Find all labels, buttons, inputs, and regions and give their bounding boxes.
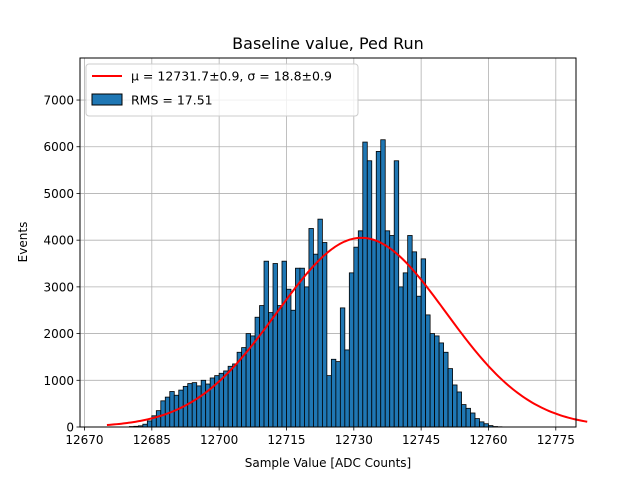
histogram-bar (339, 307, 346, 428)
histogram-bar (443, 351, 449, 428)
y-tick-label: 5000 (43, 187, 74, 201)
histogram-bar (411, 251, 418, 428)
histogram-bar (313, 253, 319, 428)
histogram-bar (263, 260, 269, 428)
y-tick-label: 6000 (43, 140, 74, 154)
histogram-bar (398, 286, 404, 428)
histogram-bar (429, 333, 436, 428)
histogram-bar (465, 407, 471, 428)
histogram-bar (479, 421, 485, 428)
legend-hist-label: RMS = 17.51 (131, 93, 213, 108)
histogram-bar (169, 391, 175, 428)
histogram-bar (366, 160, 373, 428)
histogram-bar (335, 361, 341, 428)
legend: μ = 12731.7±0.9, σ = 18.8±0.9 RMS = 17.5… (85, 63, 359, 117)
histogram-bar (272, 263, 278, 428)
histogram-bar (470, 412, 476, 428)
histogram-bar (348, 272, 355, 428)
histogram-bar (326, 375, 332, 428)
chart-title: Baseline value, Ped Run (232, 34, 424, 53)
histogram-bar (416, 295, 422, 428)
histogram-bar (254, 316, 260, 428)
y-axis-label: Events (16, 222, 30, 263)
y-tick-label: 0 (66, 421, 74, 435)
histogram-bar (461, 404, 467, 428)
histogram-bar (474, 418, 480, 428)
histogram-bar (380, 139, 386, 428)
histogram-bar (223, 370, 229, 428)
histogram-bar (146, 420, 153, 428)
histogram-bar (456, 391, 462, 428)
histogram-bar (434, 335, 440, 428)
histogram-bar (438, 342, 444, 428)
x-tick-label: 12775 (537, 433, 575, 447)
histogram-bar (227, 365, 234, 428)
x-tick-label: 12745 (402, 433, 440, 447)
histogram-bar (393, 160, 400, 428)
histogram-bar (447, 368, 453, 428)
x-tick-label: 12685 (133, 433, 171, 447)
x-tick-label: 12730 (335, 433, 373, 447)
histogram-bar (452, 384, 458, 428)
legend-fit-label: μ = 12731.7±0.9, σ = 18.8±0.9 (131, 69, 332, 84)
y-tick-label: 2000 (43, 327, 74, 341)
x-tick-label: 12700 (200, 433, 238, 447)
histogram-bar (232, 363, 238, 428)
histogram-bar (330, 358, 337, 428)
histogram-bar (299, 267, 305, 428)
histogram-bar (277, 305, 283, 428)
histogram-bar (344, 349, 350, 428)
histogram-bar (389, 235, 395, 428)
histogram-bar (187, 383, 193, 428)
histogram-bar (425, 314, 431, 428)
histogram-bar (250, 335, 256, 428)
plot-frame (79, 57, 577, 428)
histogram-bar (290, 309, 296, 428)
x-axis-label: Sample Value [ADC Counts] (245, 456, 411, 470)
x-tick-label: 12670 (65, 433, 103, 447)
histogram-bar (317, 218, 323, 428)
histogram-bar (155, 410, 162, 428)
histogram-bar (321, 242, 328, 428)
x-tick-label: 12760 (469, 433, 507, 447)
histogram-bar (295, 267, 301, 428)
y-tick-label: 3000 (43, 280, 74, 294)
histogram-bar (375, 151, 382, 428)
histogram-bar (304, 286, 310, 428)
histogram-bar (402, 272, 409, 428)
histogram-bar (353, 246, 359, 428)
histogram-bars (128, 139, 503, 428)
histogram-bar (357, 230, 364, 428)
histogram-bar (286, 288, 292, 428)
legend-box (85, 63, 359, 117)
histogram-bar (200, 379, 207, 428)
histogram-bar (371, 239, 377, 428)
y-axis: 0 1000 2000 3000 4000 5000 6000 7000 (43, 94, 80, 435)
histogram-bar (241, 347, 247, 428)
histogram-bar (281, 260, 287, 428)
histogram-bar (384, 230, 391, 428)
histogram-bar (259, 305, 265, 428)
histogram-bar (191, 382, 198, 428)
y-tick-label: 4000 (43, 234, 74, 248)
histogram-bar (308, 228, 314, 428)
y-tick-label: 7000 (43, 94, 74, 108)
histogram-bar (362, 141, 368, 428)
histogram-bar (268, 312, 274, 428)
gaussian-fit-curve (106, 236, 588, 426)
histogram-bar (196, 385, 202, 428)
legend-hist-swatch (91, 93, 123, 106)
x-axis: 12670 12685 12700 12715 12730 12745 12760 12775 (65, 427, 575, 447)
y-tick-label: 1000 (43, 374, 74, 388)
x-tick-label: 12715 (267, 433, 305, 447)
